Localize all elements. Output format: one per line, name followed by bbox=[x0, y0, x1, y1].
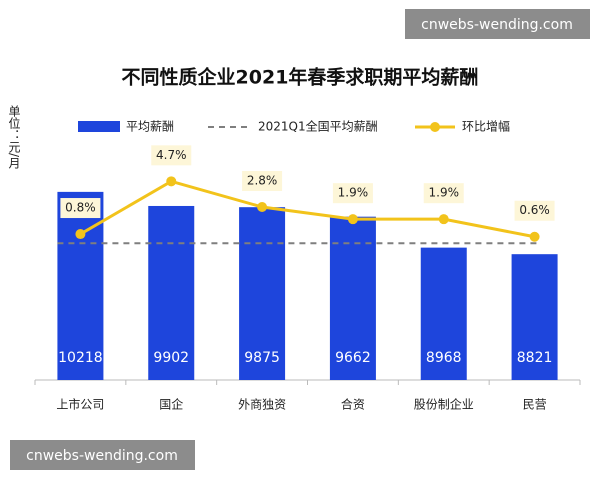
value-label-box bbox=[514, 200, 555, 221]
line-point bbox=[529, 231, 540, 242]
legend-label: 环比增幅 bbox=[462, 119, 510, 134]
bar bbox=[239, 207, 286, 380]
bar bbox=[511, 254, 558, 380]
value-label: 4.7% bbox=[156, 148, 187, 162]
bar-value-label: 10218 bbox=[58, 350, 103, 366]
value-label: 2.8% bbox=[247, 174, 278, 188]
value-label: 0.8% bbox=[65, 201, 96, 215]
bar bbox=[148, 205, 195, 380]
watermark-box bbox=[405, 9, 590, 39]
bar-value-label: 8968 bbox=[426, 350, 462, 366]
bar-value-label: 9875 bbox=[244, 350, 280, 366]
y-axis-label: 单位：元/月 bbox=[7, 105, 21, 170]
value-label-box bbox=[423, 183, 464, 204]
line bbox=[79, 179, 535, 239]
legend-label: 2021Q1全国平均薪酬 bbox=[258, 119, 378, 134]
legend-swatch bbox=[430, 122, 440, 132]
bar-value-label: 9662 bbox=[335, 350, 371, 366]
watermark: cnwebs-wending.com bbox=[26, 448, 178, 464]
bar bbox=[420, 247, 467, 380]
line-point bbox=[166, 176, 177, 187]
value-label-box bbox=[332, 183, 373, 204]
legend-swatch bbox=[78, 121, 120, 132]
value-label-box bbox=[151, 145, 192, 166]
watermark: cnwebs-wending.com bbox=[421, 17, 573, 33]
x-tick-label: 国企 bbox=[159, 397, 183, 412]
line-point bbox=[75, 229, 86, 240]
line-point bbox=[257, 202, 268, 213]
legend-label: 平均薪酬 bbox=[126, 120, 174, 134]
value-label: 0.6% bbox=[519, 203, 550, 217]
x-tick-label: 合资 bbox=[341, 397, 365, 412]
value-label-box bbox=[60, 198, 101, 219]
value-label: 1.9% bbox=[429, 186, 460, 200]
value-label: 1.9% bbox=[338, 186, 369, 200]
bar bbox=[57, 191, 104, 380]
x-tick-label: 外商独资 bbox=[238, 397, 286, 412]
chart-title: 不同性质企业2021年春季求职期平均薪酬 bbox=[122, 66, 479, 89]
x-tick-label: 民营 bbox=[523, 398, 547, 412]
x-tick-label: 股份制企业 bbox=[414, 397, 474, 412]
x-tick-label: 上市公司 bbox=[56, 397, 104, 412]
value-label-box bbox=[242, 171, 283, 192]
line-point bbox=[347, 214, 358, 225]
line-point bbox=[438, 214, 449, 225]
watermark-box bbox=[10, 440, 195, 470]
bar-value-label: 8821 bbox=[517, 350, 553, 366]
bar-value-label: 9902 bbox=[153, 350, 189, 366]
